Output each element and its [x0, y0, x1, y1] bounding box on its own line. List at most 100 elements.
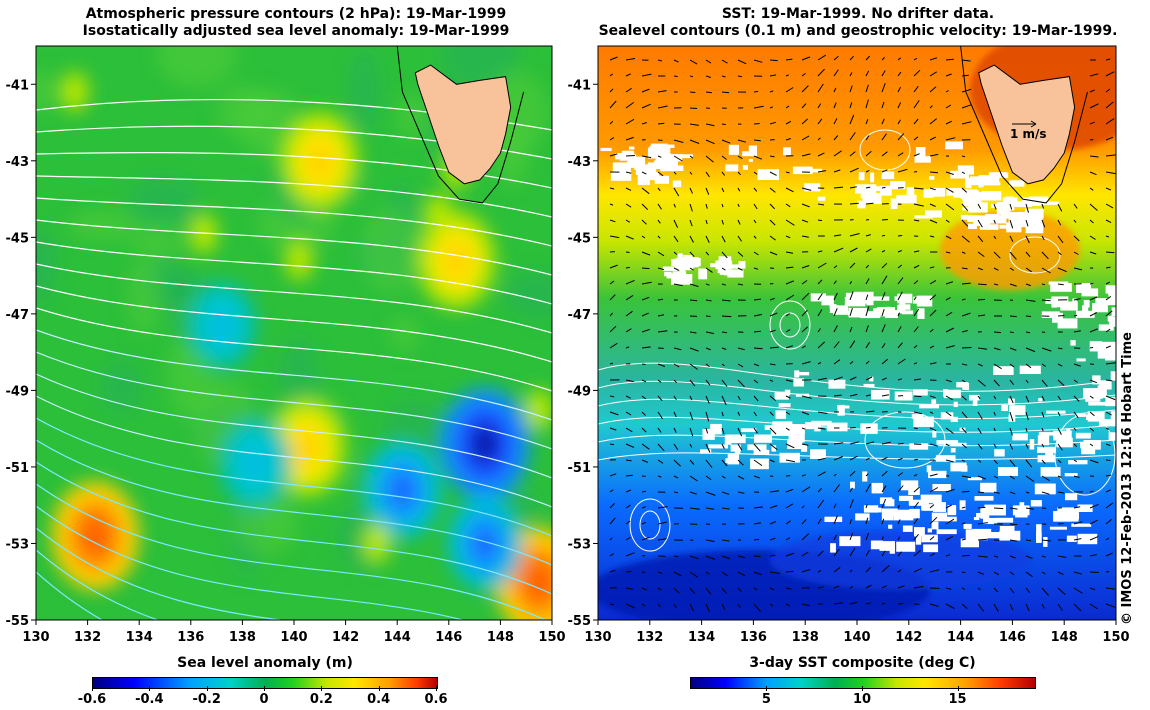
velocity-arrow	[721, 171, 726, 176]
velocity-arrow	[817, 341, 826, 349]
cloud-pixel	[972, 398, 978, 407]
velocity-arrow	[609, 187, 615, 190]
velocity-arrow	[769, 155, 775, 158]
velocity-arrow	[849, 102, 853, 109]
velocity-arrow	[609, 517, 616, 525]
cloud-pixel	[1071, 515, 1079, 522]
cloud-pixel	[811, 420, 832, 426]
velocity-arrow	[897, 57, 902, 61]
cloud-pixel	[1038, 432, 1060, 436]
velocity-arrow	[769, 90, 774, 93]
cloud-pixel	[1098, 419, 1116, 427]
cloud-pixel	[660, 167, 679, 171]
velocity-arrow	[881, 470, 888, 477]
velocity-arrow	[705, 491, 716, 496]
velocity-arrow	[1105, 136, 1114, 141]
velocity-arrow	[657, 267, 665, 271]
cloud-pixel	[774, 391, 789, 400]
velocity-arrow	[673, 411, 677, 418]
cloud-pixel	[610, 171, 632, 181]
velocity-arrow	[833, 102, 837, 109]
velocity-arrow	[897, 312, 900, 317]
velocity-arrow	[977, 219, 983, 228]
velocity-arrow	[961, 203, 969, 211]
velocity-arrow	[705, 267, 713, 273]
velocity-arrow	[705, 395, 710, 404]
velocity-arrow	[1009, 203, 1013, 210]
cloud-pixel	[978, 178, 984, 188]
velocity-arrow	[849, 326, 853, 333]
velocity-arrow	[753, 555, 761, 557]
cloud-pixel	[940, 412, 954, 420]
cloud-pixel	[1041, 311, 1060, 319]
velocity-arrow	[785, 488, 794, 493]
cloud-pixel	[1048, 281, 1069, 285]
cloud-pixel	[959, 500, 966, 510]
velocity-arrow	[929, 443, 939, 447]
velocity-arrow	[865, 567, 872, 573]
velocity-arrow	[769, 219, 776, 226]
velocity-arrow	[609, 264, 618, 269]
velocity-arrow	[769, 363, 776, 366]
velocity-arrow	[833, 292, 838, 301]
anomaly-minor-high	[525, 389, 552, 430]
velocity-arrow	[1009, 235, 1014, 242]
cloud-pixel	[634, 164, 640, 170]
cloud-pixel	[1098, 324, 1114, 331]
velocity-arrow	[833, 376, 843, 381]
velocity-arrow	[993, 571, 1000, 576]
velocity-arrow	[897, 603, 904, 605]
velocity-arrow	[1025, 347, 1036, 353]
velocity-arrow	[929, 328, 934, 333]
velocity-arrow	[1041, 347, 1052, 352]
velocity-arrow	[721, 235, 726, 243]
velocity-arrow	[801, 533, 810, 541]
cloud-pixel	[961, 465, 968, 472]
cloud-pixel	[936, 529, 957, 535]
y-tick-label: -45	[6, 231, 30, 246]
velocity-arrow	[929, 536, 935, 541]
velocity-arrow	[849, 532, 854, 541]
velocity-arrow	[945, 297, 951, 301]
cloud-pixel	[1009, 405, 1026, 415]
velocity-arrow	[993, 459, 998, 465]
cloud-pixel	[996, 517, 1014, 523]
velocity-arrow	[737, 459, 744, 466]
velocity-arrow	[1089, 139, 1094, 141]
velocity-arrow	[1025, 475, 1035, 482]
velocity-arrow	[1057, 363, 1063, 367]
velocity-arrow	[625, 328, 632, 333]
velocity-arrow	[897, 358, 906, 365]
velocity-arrow	[705, 155, 714, 163]
velocity-arrow	[961, 587, 966, 590]
velocity-arrow	[689, 379, 696, 387]
velocity-arrow	[785, 395, 791, 399]
cloud-pixel	[1117, 295, 1131, 299]
cloud-pixel	[855, 513, 870, 521]
anomaly-mottle	[127, 175, 202, 230]
velocity-arrow	[897, 119, 901, 125]
velocity-arrow	[625, 118, 635, 125]
velocity-arrow	[801, 203, 810, 208]
velocity-arrow	[641, 235, 646, 239]
cloud-pixel	[1066, 535, 1077, 542]
velocity-arrow	[865, 426, 871, 429]
velocity-arrow	[737, 139, 747, 143]
velocity-arrow	[641, 187, 650, 195]
velocity-arrow	[689, 155, 694, 159]
velocity-arrow	[1105, 571, 1110, 573]
velocity-arrow	[881, 550, 886, 557]
velocity-arrow	[721, 411, 724, 417]
velocity-arrow	[881, 309, 885, 317]
cloud-pixel	[829, 304, 837, 313]
velocity-arrow	[1089, 346, 1094, 349]
velocity-arrow	[641, 203, 649, 210]
anomaly-core-low	[471, 424, 498, 463]
velocity-arrow	[1041, 235, 1045, 241]
velocity-arrow	[833, 503, 837, 509]
velocity-arrow	[721, 299, 731, 302]
velocity-arrow	[881, 518, 885, 525]
sea-level-anomaly-panel	[36, 46, 552, 620]
cloud-pixel	[647, 168, 654, 179]
velocity-arrow	[913, 486, 920, 493]
